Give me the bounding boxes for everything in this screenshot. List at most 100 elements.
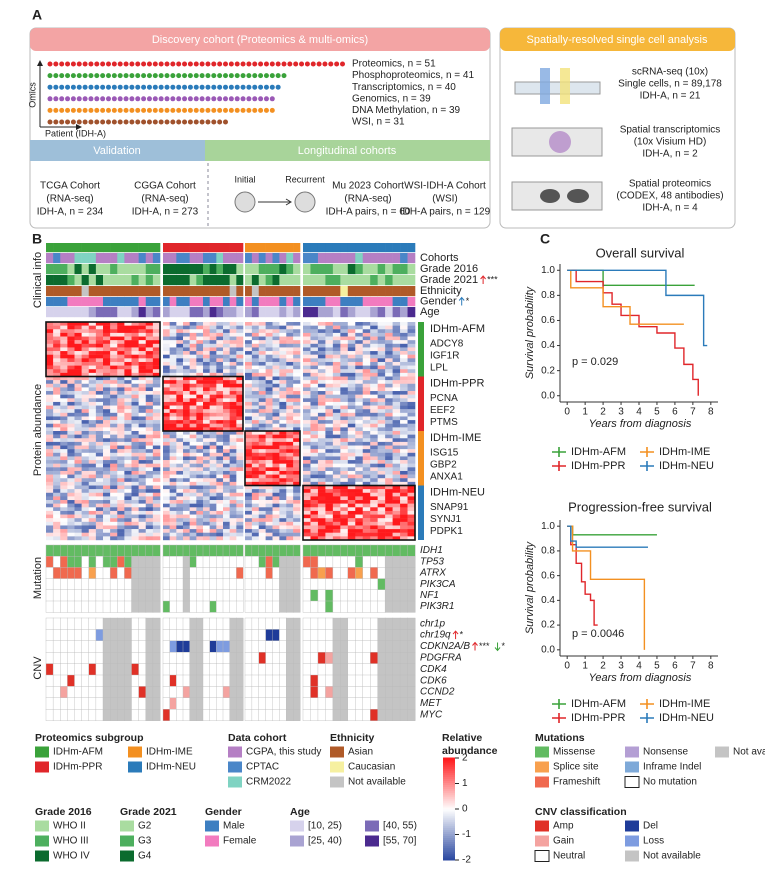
cell xyxy=(209,383,217,388)
cell xyxy=(399,629,409,642)
cell xyxy=(124,253,132,264)
cell xyxy=(279,629,287,642)
cell xyxy=(53,423,61,428)
cell xyxy=(251,536,260,541)
cell xyxy=(310,347,319,352)
cell xyxy=(203,380,210,384)
cell xyxy=(67,409,75,414)
cell xyxy=(245,329,253,334)
dot-row xyxy=(47,119,228,125)
cell xyxy=(303,329,311,334)
cnv-label: CDK4 xyxy=(420,664,447,675)
cell xyxy=(110,343,118,348)
cell xyxy=(279,485,287,490)
cell xyxy=(236,470,244,475)
cell xyxy=(189,275,197,286)
cell xyxy=(332,275,341,286)
cell xyxy=(251,629,260,642)
cell xyxy=(88,452,97,457)
cell xyxy=(362,264,371,275)
cell xyxy=(138,332,147,337)
cohort-text: Mu 2023 Cohort xyxy=(332,181,404,192)
cell xyxy=(88,521,97,526)
cell xyxy=(292,674,301,687)
cell xyxy=(236,449,244,453)
cell xyxy=(244,629,253,642)
cell xyxy=(400,463,408,468)
cell xyxy=(258,438,266,443)
cell xyxy=(145,253,154,264)
legend-swatch xyxy=(535,746,549,758)
cell xyxy=(60,412,68,417)
cell xyxy=(377,398,386,403)
cell xyxy=(223,518,230,523)
cell xyxy=(209,322,217,326)
cell xyxy=(53,507,61,512)
survival-curve xyxy=(567,525,648,548)
cell xyxy=(176,474,184,479)
cell xyxy=(183,518,190,523)
cell xyxy=(332,449,341,453)
cell xyxy=(325,485,334,490)
cell xyxy=(223,431,230,435)
cell xyxy=(265,485,273,490)
cell xyxy=(245,253,253,264)
cell xyxy=(392,536,401,541)
cell xyxy=(340,481,349,486)
x-tick-label: 4 xyxy=(636,661,642,672)
cell xyxy=(203,307,210,318)
legend-label: Neutral xyxy=(553,851,585,862)
cell xyxy=(196,514,204,519)
cell xyxy=(355,351,364,355)
cell xyxy=(392,674,401,687)
cell xyxy=(292,589,301,602)
cell xyxy=(286,489,294,493)
cell xyxy=(95,361,104,366)
spatial-text: IDH-A, n = 21 xyxy=(640,91,701,102)
cell xyxy=(377,343,386,348)
cell xyxy=(163,325,170,330)
cell xyxy=(95,686,104,699)
cell xyxy=(385,354,393,359)
cell xyxy=(145,507,154,512)
cell xyxy=(152,478,161,483)
cell xyxy=(117,394,125,399)
cell xyxy=(279,416,287,421)
dot xyxy=(82,96,88,102)
cell xyxy=(152,697,161,710)
cell xyxy=(203,500,210,504)
cell xyxy=(293,452,301,457)
gene-label: ADCY8 xyxy=(430,339,464,350)
cell xyxy=(203,361,210,366)
cell xyxy=(145,463,154,468)
cell xyxy=(53,532,61,537)
dot xyxy=(182,96,188,102)
cell xyxy=(152,431,161,435)
cell xyxy=(163,452,170,457)
cell xyxy=(384,686,394,699)
cell xyxy=(370,264,378,275)
cell xyxy=(407,481,416,486)
cell xyxy=(265,361,273,366)
cell xyxy=(117,438,125,443)
cell xyxy=(145,709,154,722)
cell xyxy=(303,529,311,533)
cell xyxy=(102,686,111,699)
cell xyxy=(145,529,154,533)
cell xyxy=(272,434,280,439)
dot xyxy=(146,73,152,79)
cell xyxy=(286,663,294,676)
cell xyxy=(169,500,177,504)
cell xyxy=(407,456,416,461)
cell xyxy=(223,470,230,475)
cell xyxy=(370,485,378,490)
cell xyxy=(236,507,244,512)
cell xyxy=(110,536,118,541)
cell xyxy=(102,617,111,630)
cell xyxy=(400,518,408,523)
cell xyxy=(377,485,386,490)
cell xyxy=(138,518,147,523)
cell xyxy=(377,387,386,392)
cell xyxy=(124,629,133,642)
cell xyxy=(310,709,319,722)
